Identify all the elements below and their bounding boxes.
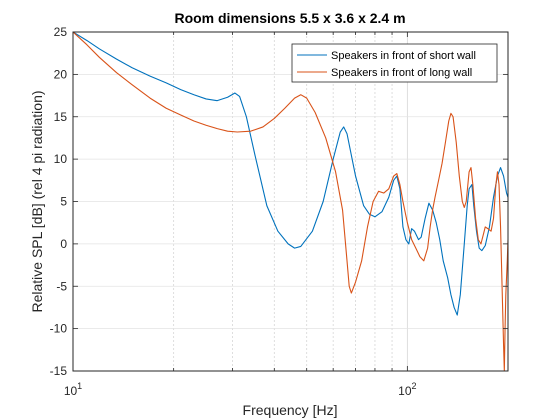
y-tick-label: 25 (54, 25, 68, 39)
legend-label-short-wall: Speakers in front of short wall (331, 50, 476, 62)
y-tick-label: 20 (54, 67, 68, 81)
y-tick-label: 15 (54, 110, 68, 124)
legend-label-long-wall: Speakers in front of long wall (331, 67, 472, 79)
x-tick-label: 102 (398, 381, 416, 398)
y-tick-label: -15 (50, 364, 68, 378)
series-line-short-wall (73, 32, 508, 316)
y-tick-label: -10 (50, 322, 68, 336)
chart-title: Room dimensions 5.5 x 3.6 x 2.4 m (174, 10, 405, 26)
axis-ticks (72, 31, 509, 372)
series-layer (73, 32, 508, 371)
y-tick-label: -5 (56, 279, 67, 293)
legend-box (291, 43, 498, 83)
tick-labels: 25 20 15 10 5 0 -5 -10 -15 101 102 (50, 25, 417, 398)
x-tick-label: 101 (64, 381, 82, 398)
y-tick-label: 0 (60, 237, 67, 251)
series-line-long-wall (73, 32, 508, 371)
legend: Speakers in front of short wall Speakers… (291, 43, 498, 83)
y-axis-label: Relative SPL [dB] (rel 4 pi radiation) (29, 90, 45, 312)
x-axis-label: Frequency [Hz] (243, 402, 338, 418)
y-tick-label: 10 (54, 152, 68, 166)
y-tick-label: 5 (60, 195, 67, 209)
